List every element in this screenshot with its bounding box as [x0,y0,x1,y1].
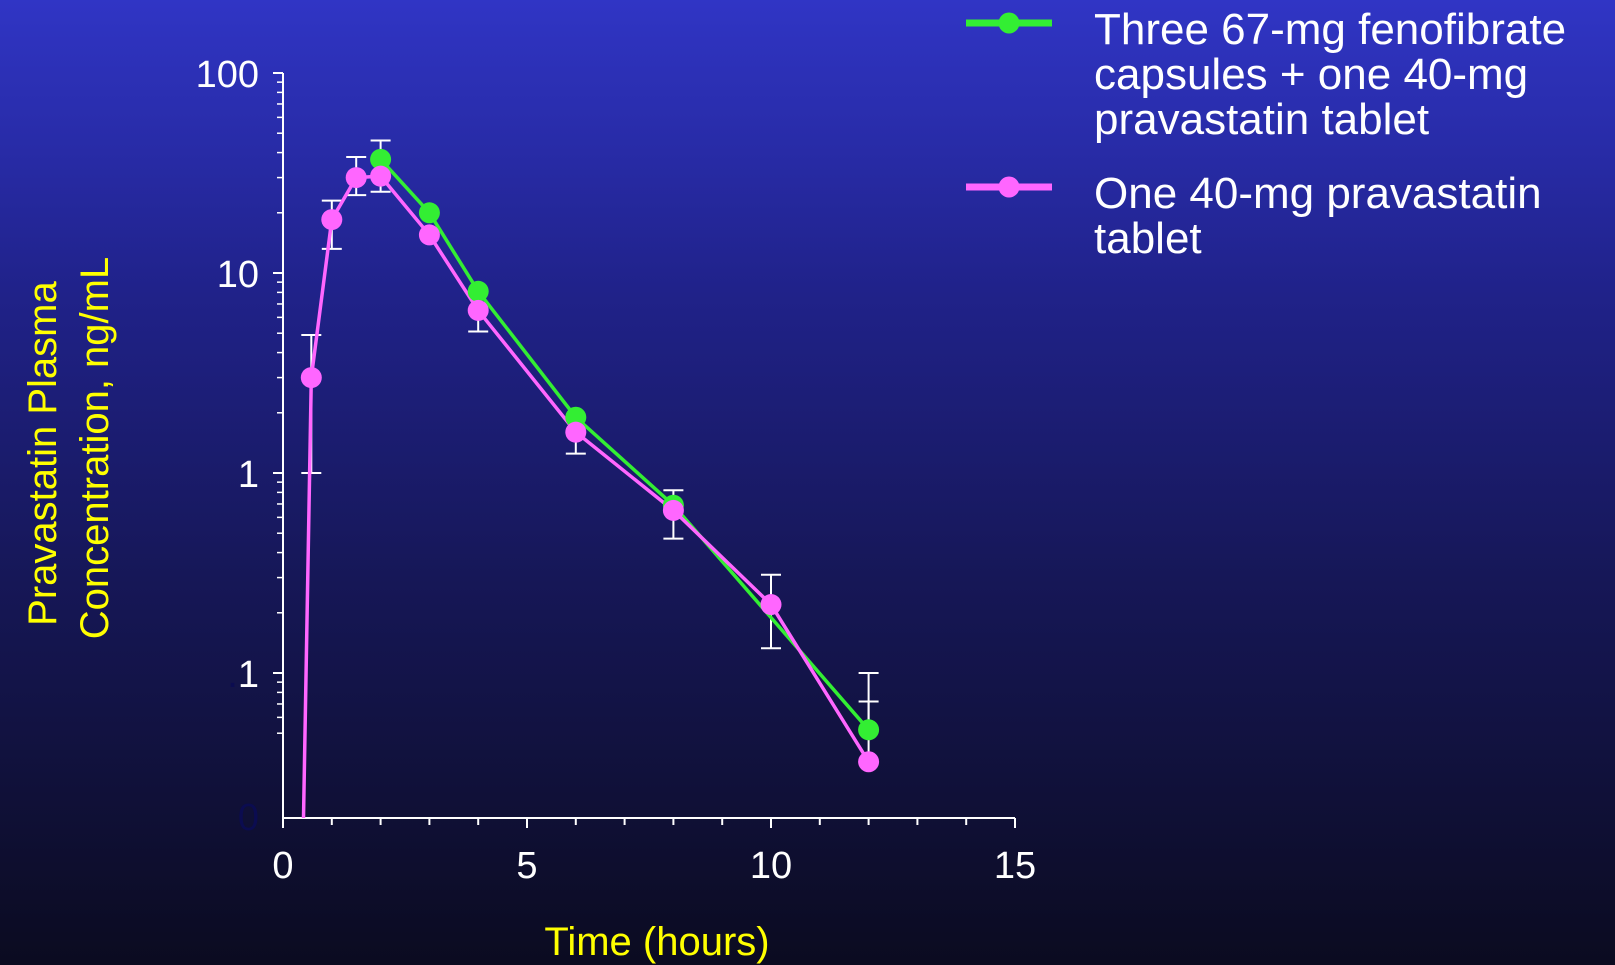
x-tick-label: 10 [750,845,792,887]
y-tick-label-point-one-digit: 1 [238,654,259,696]
y-axis-title-line-1: Pravastatin Plasma [21,281,65,626]
y-axis-title-line-2: Concentration, ng/mL [73,257,117,639]
series-lines [301,158,871,819]
y-tick-label: 1 [238,454,259,496]
series-2-point [565,421,587,443]
series-1-point [370,148,392,170]
y-tick-label-point-one-prefix: . [227,654,238,696]
y-tick-label-zero: 0 [238,797,259,839]
y-tick-label: 100 [196,54,259,96]
series-2-point [858,751,880,773]
y-tick-label-point-one: .1 [227,654,259,696]
series-2-line [301,174,871,819]
legend-entry-line: pravastatin tablet [1094,95,1429,144]
axis-ticks [273,72,1016,828]
y-tick-label: 10 [217,254,259,296]
legend-swatch-marker [998,176,1020,198]
legend: Three 67-mg fenofibrate capsules + one 40… [966,5,1566,263]
series-2-point [662,499,684,521]
series-1-point [467,280,489,302]
legend-entry-1: Three 67-mg fenofibrate capsules + one 40… [1094,5,1566,144]
x-tick-label: 5 [516,845,537,887]
legend-entry-line: One 40-mg pravastatin [1094,169,1542,218]
error-bars [301,139,879,762]
series-2-point [418,224,440,246]
y-axis-title: Pravastatin Plasma Concentration, ng/mL [21,257,117,639]
series-2-point [345,167,367,189]
series-2-point [300,367,322,389]
legend-entry-2: One 40-mg pravastatin tablet [1094,169,1542,263]
x-axis-title: Time (hours) [544,920,769,964]
x-tick-label: 0 [272,845,293,887]
legend-swatch-marker [998,12,1020,34]
axes [282,73,1015,819]
series-2-point [760,594,782,616]
legend-entry-line: tablet [1094,214,1202,263]
series-1-point [858,719,880,741]
x-tick-label: 15 [994,845,1036,887]
series-2-point [321,209,343,231]
series-2-point [370,165,392,187]
legend-entry-line: Three 67-mg fenofibrate [1094,5,1566,54]
series-markers [300,148,880,773]
series-1-point [418,202,440,224]
series-2-point [467,299,489,321]
series-1-point [565,406,587,428]
legend-entry-line: capsules + one 40-mg [1094,50,1528,99]
